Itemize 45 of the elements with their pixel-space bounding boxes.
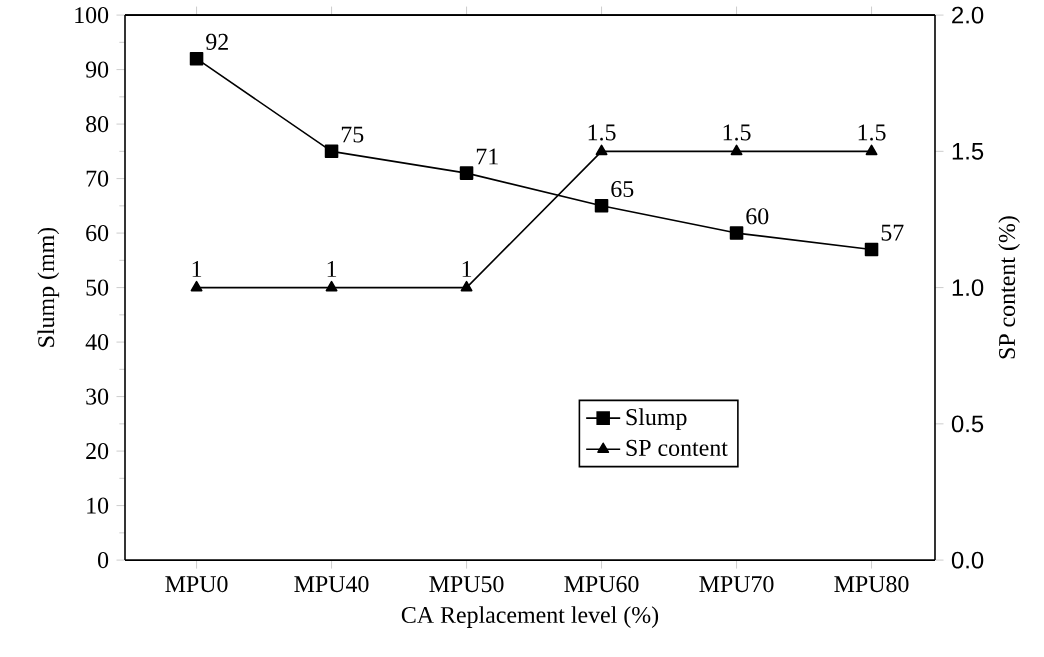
y2-tick-label: 1.0 [952,279,984,296]
y-tick-label: 70 [86,170,109,187]
data-label: 1.5 [588,124,616,141]
y2-tick-label: 0.0 [951,551,984,569]
point [459,166,474,180]
y2-tick-label: 1.5 [952,142,984,160]
y-tick-label: 90 [85,61,109,78]
point [864,242,879,257]
data-label: 60 [746,208,769,225]
x-tick-label: MPU0 [165,575,228,593]
y-tick-label: 40 [85,333,109,351]
data-label: 1.5 [858,124,886,141]
data-label: 1 [462,261,472,277]
data-label: 65 [611,180,634,198]
point [594,199,609,213]
y-tick-label: 100 [75,6,109,24]
data-label: 92 [206,33,228,50]
data-label: 1.5 [723,124,751,141]
data-label: 75 [341,126,364,143]
y2-axis-title: SP content (%) [998,216,1020,359]
legend-label: Slump [626,408,687,430]
y-tick-label: 20 [86,442,109,460]
data-label: 71 [476,148,498,165]
x-tick-label: MPU40 [294,575,369,593]
x-tick-label: MPU70 [699,575,774,593]
point [324,144,339,159]
x-tick-label: MPU60 [564,575,639,593]
data-label: 1 [192,261,202,277]
y2-tick-label: 2.0 [952,6,984,24]
y-tick-label: 60 [86,224,109,242]
legend-label: SP content [626,439,728,456]
y-tick-label: 0 [98,551,109,569]
x-tick-label: MPU50 [429,575,504,593]
data-label: 57 [881,224,904,241]
x-axis-title: CA Replacement level (%) [401,606,659,628]
y2-tick-label: 0.5 [951,415,984,433]
data-label: 1 [327,261,337,277]
point [729,226,744,240]
y-axis-title: Slump (mm) [37,227,60,347]
y-tick-label: 30 [86,388,109,405]
y-tick-label: 10 [87,497,109,514]
point [189,51,204,66]
x-tick-label: MPU80 [834,575,909,593]
y-tick-label: 50 [86,279,109,296]
y-tick-label: 80 [86,115,109,133]
